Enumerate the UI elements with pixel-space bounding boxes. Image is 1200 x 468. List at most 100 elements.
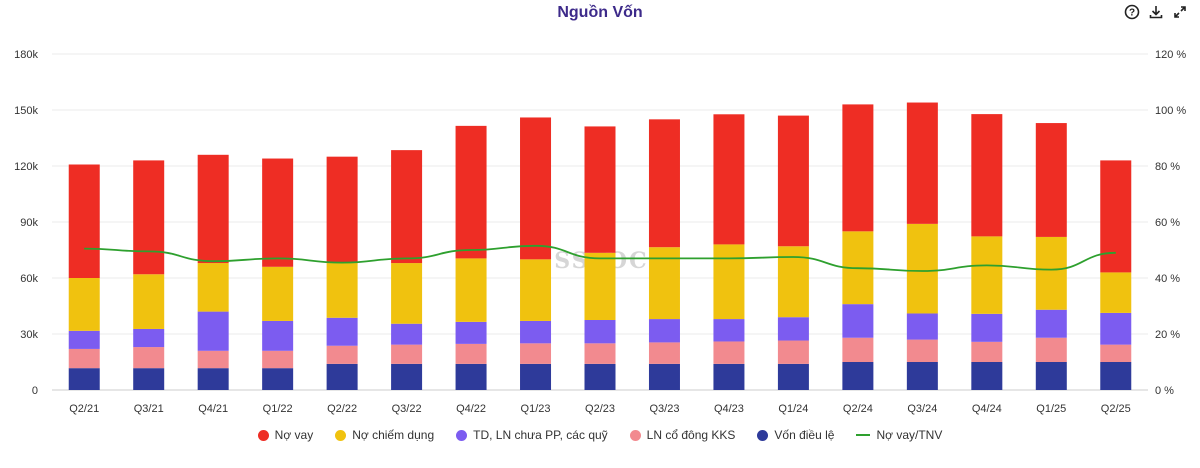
bar-segment[interactable] [777,340,809,364]
bar-segment[interactable] [584,343,616,364]
bar-segment[interactable] [326,363,358,390]
bar-segment[interactable] [1100,362,1132,390]
bar-segment[interactable] [391,150,423,264]
bar-segment[interactable] [262,320,294,351]
bar-segment[interactable] [1035,337,1067,362]
bar-segment[interactable] [520,117,552,260]
bar-segment[interactable] [326,345,358,364]
bar-stack[interactable] [68,164,100,390]
legend-item[interactable]: Vốn điều lệ [757,428,834,442]
bar-segment[interactable] [713,244,745,320]
bar-segment[interactable] [133,160,165,275]
bar-segment[interactable] [68,330,100,349]
bar-segment[interactable] [520,259,552,321]
bar-segment[interactable] [713,114,745,245]
bar-segment[interactable] [648,119,680,248]
bar-segment[interactable] [584,252,616,320]
bar-segment[interactable] [326,317,358,346]
bar-stack[interactable] [584,126,616,390]
bar-segment[interactable] [455,321,487,344]
bar-segment[interactable] [262,368,294,390]
bar-segment[interactable] [971,362,1003,390]
bar-stack[interactable] [648,119,680,390]
bar-segment[interactable] [584,320,616,344]
bar-stack[interactable] [1035,123,1067,390]
bar-segment[interactable] [1100,312,1132,345]
bar-segment[interactable] [133,368,165,390]
bar-stack[interactable] [326,156,358,390]
bar-segment[interactable] [68,278,100,331]
bar-segment[interactable] [133,328,165,348]
bar-segment[interactable] [520,320,552,344]
bar-stack[interactable] [455,125,487,390]
bar-segment[interactable] [262,350,294,369]
bar-segment[interactable] [68,368,100,390]
bar-segment[interactable] [262,266,294,321]
bar-segment[interactable] [777,115,809,247]
bar-segment[interactable] [133,347,165,369]
bar-segment[interactable] [1035,362,1067,390]
bar-segment[interactable] [1100,160,1132,273]
bar-segment[interactable] [971,341,1003,362]
bar-segment[interactable] [197,154,229,264]
legend-item[interactable]: Nợ vay/TNV [856,428,942,442]
bar-segment[interactable] [391,363,423,390]
bar-stack[interactable] [262,158,294,390]
line-nợ-vay-tnv[interactable] [84,244,1116,272]
bar-segment[interactable] [326,263,358,318]
bar-segment[interactable] [713,341,745,364]
bar-stack[interactable] [391,150,423,390]
bar-segment[interactable] [713,319,745,342]
bar-segment[interactable] [326,156,358,264]
bar-segment[interactable] [971,114,1003,237]
bar-segment[interactable] [262,158,294,267]
bar-segment[interactable] [197,311,229,351]
bar-segment[interactable] [68,164,100,278]
bar-stack[interactable] [777,115,809,390]
bar-segment[interactable] [197,368,229,390]
legend-item[interactable]: Nợ chiếm dụng [335,428,434,442]
bar-segment[interactable] [777,317,809,341]
bar-segment[interactable] [1035,123,1067,237]
expand-icon[interactable] [1170,2,1190,22]
bar-segment[interactable] [648,363,680,390]
bar-stack[interactable] [971,114,1003,390]
bar-segment[interactable] [842,362,874,390]
bar-segment[interactable] [520,363,552,390]
bar-segment[interactable] [842,304,874,338]
bar-segment[interactable] [1100,272,1132,313]
legend-item[interactable]: TD, LN chưa PP, các quỹ [456,428,608,442]
bar-stack[interactable] [133,160,165,390]
bar-segment[interactable] [1035,236,1067,310]
bar-segment[interactable] [455,363,487,390]
bar-segment[interactable] [520,343,552,364]
bar-segment[interactable] [713,363,745,390]
bar-segment[interactable] [391,323,423,345]
help-icon[interactable]: ? [1122,2,1142,22]
legend-item[interactable]: LN cổ đông KKS [629,428,735,442]
bar-segment[interactable] [68,348,100,369]
bar-stack[interactable] [842,104,874,390]
bar-segment[interactable] [842,337,874,362]
bar-segment[interactable] [906,339,938,362]
bar-stack[interactable] [197,154,229,390]
bar-segment[interactable] [391,263,423,324]
bar-segment[interactable] [197,263,229,312]
legend-item[interactable]: Nợ vay [257,428,313,442]
bar-segment[interactable] [133,274,165,329]
bar-segment[interactable] [906,102,938,224]
bar-segment[interactable] [906,362,938,390]
bar-segment[interactable] [906,313,938,340]
bar-segment[interactable] [648,342,680,364]
bar-stack[interactable] [520,117,552,390]
bar-segment[interactable] [197,350,229,369]
bar-segment[interactable] [971,236,1003,314]
bar-segment[interactable] [391,344,423,364]
bar-segment[interactable] [777,363,809,390]
bar-segment[interactable] [906,223,938,314]
download-icon[interactable] [1146,2,1166,22]
bar-segment[interactable] [584,126,616,253]
bar-segment[interactable] [648,319,680,343]
bar-segment[interactable] [1035,309,1067,338]
bar-segment[interactable] [584,363,616,390]
